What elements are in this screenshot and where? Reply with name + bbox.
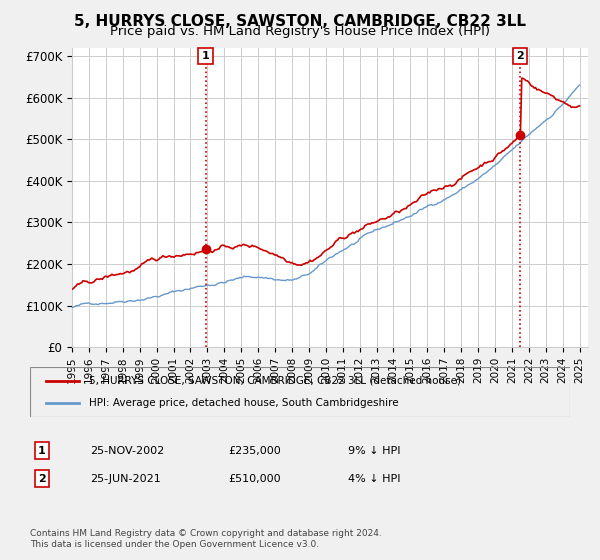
Text: 2: 2 bbox=[38, 474, 46, 484]
Text: 5, HURRYS CLOSE, SAWSTON, CAMBRIDGE, CB22 3LL (detached house): 5, HURRYS CLOSE, SAWSTON, CAMBRIDGE, CB2… bbox=[89, 376, 461, 386]
Text: £510,000: £510,000 bbox=[228, 474, 281, 484]
Text: 25-JUN-2021: 25-JUN-2021 bbox=[90, 474, 161, 484]
Text: 9% ↓ HPI: 9% ↓ HPI bbox=[348, 446, 401, 456]
Text: 1: 1 bbox=[202, 51, 209, 61]
Text: Price paid vs. HM Land Registry's House Price Index (HPI): Price paid vs. HM Land Registry's House … bbox=[110, 25, 490, 38]
Text: Contains HM Land Registry data © Crown copyright and database right 2024.
This d: Contains HM Land Registry data © Crown c… bbox=[30, 529, 382, 549]
Text: 5, HURRYS CLOSE, SAWSTON, CAMBRIDGE, CB22 3LL: 5, HURRYS CLOSE, SAWSTON, CAMBRIDGE, CB2… bbox=[74, 14, 526, 29]
Text: 1: 1 bbox=[38, 446, 46, 456]
Text: 2: 2 bbox=[516, 51, 524, 61]
Text: 4% ↓ HPI: 4% ↓ HPI bbox=[348, 474, 401, 484]
Text: £235,000: £235,000 bbox=[228, 446, 281, 456]
Text: HPI: Average price, detached house, South Cambridgeshire: HPI: Average price, detached house, Sout… bbox=[89, 398, 399, 408]
Text: 25-NOV-2002: 25-NOV-2002 bbox=[90, 446, 164, 456]
